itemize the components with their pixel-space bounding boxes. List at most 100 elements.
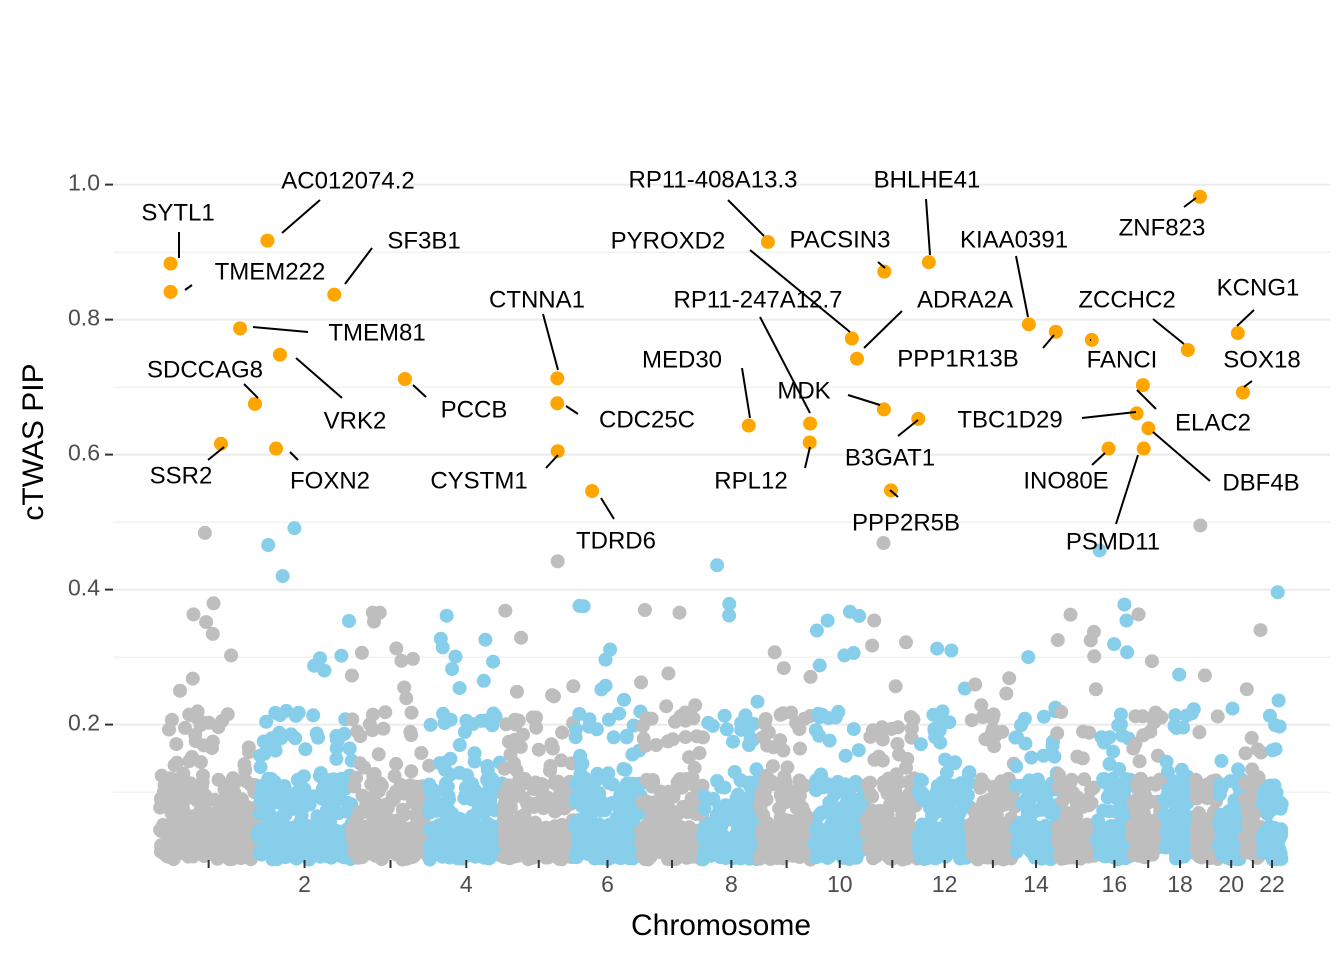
label-leader-line — [847, 394, 881, 406]
grid-lines — [113, 183, 1330, 793]
gene-point — [480, 772, 495, 787]
gene-point — [828, 710, 843, 725]
gene-point — [1241, 830, 1256, 845]
gene-point — [973, 850, 988, 865]
gene-point — [197, 525, 212, 540]
gene-point — [194, 779, 209, 794]
label-leader-line — [1243, 380, 1253, 388]
gene-point — [890, 737, 905, 751]
gene-point — [308, 821, 323, 836]
gene-label: AC012074.2 — [281, 167, 414, 194]
gene-point — [1009, 759, 1024, 774]
gene-point — [1075, 751, 1090, 766]
gene-point — [304, 837, 319, 852]
gene-point — [1133, 771, 1148, 786]
gene-point — [222, 852, 237, 867]
gene-point — [1214, 753, 1229, 768]
gene-point — [227, 785, 242, 800]
gene-point — [474, 713, 488, 728]
gene-point — [345, 712, 360, 727]
gene-point — [354, 645, 369, 660]
gene-point — [824, 823, 839, 838]
gene-point — [867, 752, 882, 767]
gene-point — [507, 712, 522, 727]
gene-point — [1045, 739, 1060, 754]
highlighted-gene-point — [1141, 421, 1156, 436]
gene-point — [344, 668, 359, 683]
gene-point — [947, 824, 962, 839]
gene-point — [264, 775, 279, 790]
gene-point — [930, 641, 945, 656]
gene-point — [589, 830, 604, 845]
gene-point — [615, 846, 630, 861]
gene-label: PPP1R13B — [897, 345, 1018, 372]
gene-point — [1238, 792, 1252, 806]
highlighted-gene-point — [213, 436, 228, 451]
gene-point — [731, 787, 746, 802]
gene-point — [370, 778, 385, 793]
gene-point — [697, 801, 712, 816]
gene-point — [1172, 667, 1187, 682]
gene-point — [547, 689, 561, 704]
gene-label: MDK — [777, 377, 830, 404]
gene-point — [486, 654, 501, 669]
gene-point — [458, 780, 473, 795]
label-leader-line — [889, 489, 899, 498]
gene-point — [646, 795, 661, 810]
highlighted-gene-point — [1180, 342, 1195, 357]
gene-point — [866, 839, 881, 854]
label-leader-line — [1136, 389, 1157, 410]
gene-point — [206, 596, 221, 611]
gene-point — [448, 649, 463, 664]
gene-label: VRK2 — [324, 407, 387, 434]
x-tick-label: 14 — [1023, 871, 1049, 897]
gene-point — [812, 807, 827, 822]
gene-point — [381, 828, 396, 843]
highlighted-gene-point — [1021, 317, 1036, 332]
y-axis-title: cTWAS PIP — [17, 363, 50, 520]
gene-point — [394, 653, 409, 668]
gene-point — [371, 747, 386, 762]
x-tick-label: 20 — [1218, 871, 1244, 897]
gene-label: PCCB — [441, 396, 508, 423]
gene-point — [241, 740, 256, 755]
gene-label: RP11-408A13.3 — [628, 166, 797, 193]
gene-point — [1160, 827, 1175, 842]
highlighted-gene-point — [550, 396, 565, 411]
gene-point — [227, 775, 242, 790]
gene-point — [1197, 668, 1212, 683]
gene-point — [514, 630, 529, 645]
gene-point — [476, 830, 490, 845]
gene-point — [1102, 730, 1117, 745]
gene-point — [1239, 682, 1254, 697]
label-leader-line — [289, 451, 299, 461]
gene-point — [969, 802, 984, 817]
gene-point — [391, 836, 406, 851]
gene-point — [726, 734, 740, 749]
gene-point — [689, 729, 704, 744]
gene-point — [899, 760, 913, 775]
label-leader-line — [877, 261, 886, 269]
gene-label: RP11-247A12.7 — [673, 286, 842, 313]
gene-point — [477, 805, 492, 820]
gene-point — [638, 738, 653, 753]
highlighted-gene-point — [233, 321, 248, 336]
gene-point — [1107, 781, 1122, 796]
gene-point — [924, 799, 939, 814]
gene-point — [710, 774, 725, 788]
gene-point — [312, 769, 327, 783]
gene-point — [169, 755, 184, 770]
gene-point — [443, 712, 458, 727]
gene-label: SF3B1 — [387, 227, 460, 254]
gene-label: CTNNA1 — [489, 286, 585, 313]
gene-point — [510, 684, 524, 699]
gene-label: MED30 — [642, 346, 722, 373]
gene-point — [576, 599, 591, 614]
gene-point — [944, 643, 959, 658]
gene-point — [915, 817, 930, 832]
gene-point — [964, 713, 979, 728]
gene-point — [1118, 782, 1132, 796]
gene-label: SSR2 — [150, 462, 213, 489]
highlighted-gene-point — [397, 372, 412, 386]
gene-point — [603, 642, 618, 657]
